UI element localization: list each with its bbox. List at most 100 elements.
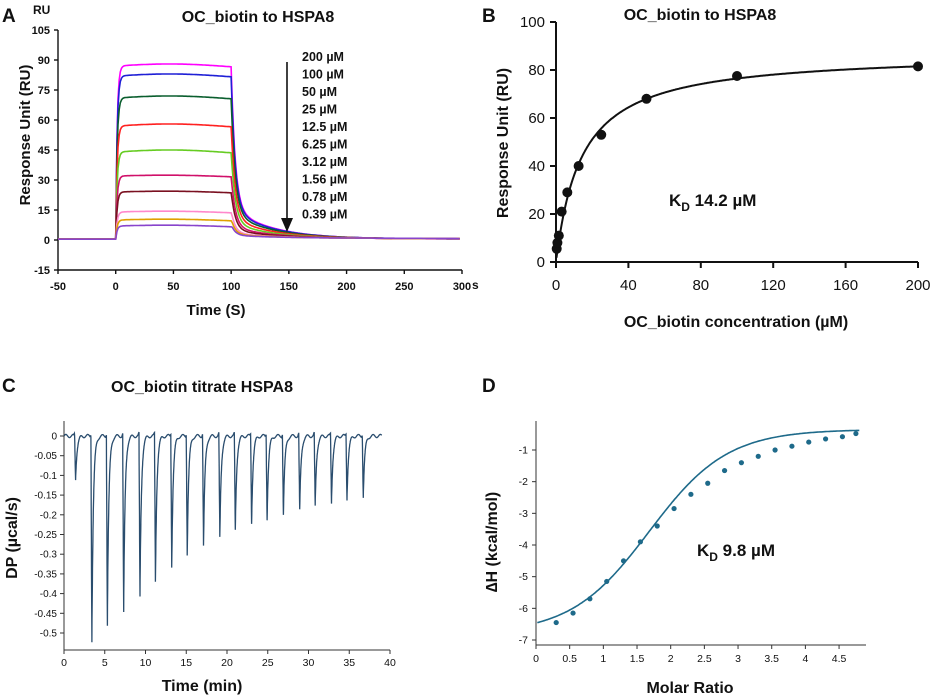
- panel-d-xtick-label: 0.5: [562, 653, 577, 665]
- panel-d-data-point: [654, 523, 660, 529]
- panel-b-data-point: [573, 161, 584, 171]
- panel-b-kd-value: 14.2 µM: [690, 191, 757, 210]
- panel-c-xtick-label: 5: [102, 657, 108, 669]
- panel-d-data-point: [705, 480, 711, 486]
- panel-d-data-point: [637, 539, 643, 545]
- panel-a-ytick-label: 30: [38, 175, 50, 187]
- panel-b-ytick-label: 40: [528, 158, 545, 175]
- panel-d-label: D: [482, 376, 496, 397]
- panel-d-data-point: [806, 439, 812, 445]
- panel-a-xlabel: Time (S): [187, 302, 246, 319]
- panel-c-dp-trace: [63, 430, 383, 643]
- panel-a-xtick-label: 150: [280, 281, 298, 293]
- panel-d-ticks: -1 -2 -3 -4 -5 -6 -7 0 0.5 1 1.5 2 2.5 3 3.5 4 4.5: [519, 445, 847, 666]
- panel-a-ytick-label: 15: [38, 205, 50, 217]
- panel-b-data-point: [732, 71, 742, 81]
- panel-d-data-point: [570, 610, 576, 616]
- panel-d-data-point: [772, 447, 778, 453]
- panel-a-xtick-label: 0: [113, 281, 119, 293]
- panel-a-label: A: [2, 6, 16, 27]
- panel-d-data-point: [839, 434, 846, 440]
- panel-d-xtick-label: 1.5: [630, 653, 645, 665]
- panel-b-xtick-label: 120: [761, 277, 786, 294]
- panel-a-legend-entry: 0.78 µM: [302, 190, 347, 204]
- panel-c-xtick-label: 25: [262, 657, 274, 669]
- panel-c-ylabel: DP (µcal/s): [4, 497, 21, 579]
- panel-a-ytick-label: 75: [38, 85, 50, 97]
- panel-d-data-point: [688, 491, 694, 497]
- panel-c-ytick-label: -0.2: [40, 510, 58, 521]
- panel-d-ytick-label: -6: [519, 603, 528, 615]
- panel-b-data-point: [596, 129, 607, 140]
- panel-b-kd: KD 14.2 µM: [669, 191, 756, 214]
- panel-b-label: B: [482, 6, 496, 27]
- panel-a-legend-entry: 25 µM: [302, 103, 337, 117]
- panel-b-points: [551, 61, 923, 254]
- panel-d-xtick-label: 4: [802, 653, 808, 665]
- panel-c-title: OC_biotin titrate HSPA8: [111, 379, 293, 396]
- panel-c-xtick-label: 30: [303, 657, 315, 669]
- panel-b-ytick-label: 0: [537, 254, 545, 271]
- panel-d-ytick-label: -1: [519, 445, 528, 457]
- panel-d-kd-sub: D: [709, 550, 718, 564]
- panel-d-xtick-label: 0: [533, 653, 539, 665]
- panel-b-data-point: [913, 61, 923, 72]
- panel-c-xlabel: Time (min): [162, 678, 243, 695]
- panel-d-data-point: [671, 505, 677, 512]
- panel-d-kd-k: K: [697, 541, 710, 560]
- panel-d-data-point: [789, 443, 795, 449]
- panel-b-ytick-label: 60: [528, 110, 545, 127]
- panel-c-ytick-label: 0: [51, 432, 57, 443]
- panel-b-title: OC_biotin to HSPA8: [624, 7, 777, 24]
- panel-d-fit: [537, 429, 860, 624]
- panel-c-xtick-label: 40: [384, 657, 396, 669]
- panel-d-data-point: [620, 558, 627, 564]
- panel-c-ytick-label: -0.25: [34, 530, 57, 541]
- panel-c: C OC_biotin titrate HSPA8 Time (min) DP …: [2, 376, 396, 695]
- panel-a-legend: 200 µM 100 µM 50 µM 25 µM 12.5 µM 6.25 µM 3.12…: [302, 50, 347, 222]
- panel-d-xlabel: Molar Ratio: [646, 680, 733, 697]
- panel-d-data-point: [553, 619, 559, 626]
- panel-c-ytick-label: -0.15: [34, 491, 57, 502]
- panel-d-xtick-label: 1: [600, 653, 606, 665]
- panel-b-data-point: [562, 187, 573, 198]
- panel-c-ytick-label: -0.05: [34, 451, 57, 462]
- panel-a-ytick-label: 45: [38, 145, 50, 157]
- panel-d-data-point: [721, 467, 728, 474]
- panel-b-fit-curve: [555, 65, 918, 258]
- panel-a-series-line: [58, 224, 460, 240]
- panel-a-legend-entry: 100 µM: [302, 68, 344, 82]
- panel-b-xlabel: OC_biotin concentration (µM): [624, 314, 848, 331]
- panel-b-xtick-label: 200: [905, 277, 930, 294]
- panel-b-kd-sub: D: [681, 200, 690, 214]
- panel-d-xtick-label: 4.5: [832, 653, 847, 665]
- panel-b-xtick-label: 0: [552, 277, 560, 294]
- panel-a-xtick-label: 200: [337, 281, 355, 293]
- panel-a-ylabel: Response Unit (RU): [17, 65, 34, 206]
- panel-b-xtick-label: 160: [833, 277, 858, 294]
- panel-b-xtick-label: 80: [692, 277, 709, 294]
- panel-b-data-point: [641, 93, 652, 104]
- panel-a-ticks: -15 0 15 30 45 60 75 90 105 -50 0 50 100 150 200 250 300: [32, 25, 472, 293]
- panel-c-xtick-label: 0: [61, 657, 67, 669]
- panel-d-ytick-label: -3: [519, 508, 528, 520]
- panel-c-trace: [63, 430, 383, 643]
- panel-d-ytick-label: -5: [519, 571, 528, 583]
- panel-d-ytick-label: -2: [519, 476, 528, 488]
- panel-a-xtick-label: -50: [50, 281, 66, 293]
- panel-c-ytick-label: -0.45: [34, 609, 57, 620]
- panel-b-data-point: [553, 230, 564, 241]
- panel-c-ytick-label: -0.5: [40, 629, 58, 640]
- panel-d-kd-value: 9.8 µM: [718, 541, 775, 560]
- panel-d-data-point: [604, 578, 610, 585]
- panel-d-xtick-label: 3.5: [764, 653, 779, 665]
- panel-b-ticks: 0 20 40 60 80 100 0 40 80 120 160 200: [520, 14, 931, 294]
- panel-d-xtick-label: 2: [668, 653, 674, 665]
- panel-c-label: C: [2, 376, 16, 397]
- panel-d-data-point: [755, 453, 761, 459]
- panel-d-data-point: [587, 596, 593, 602]
- panel-a-xtick-label: 250: [395, 281, 413, 293]
- panel-a-x-unit: s: [472, 278, 479, 292]
- panel-a-legend-entry: 12.5 µM: [302, 120, 347, 134]
